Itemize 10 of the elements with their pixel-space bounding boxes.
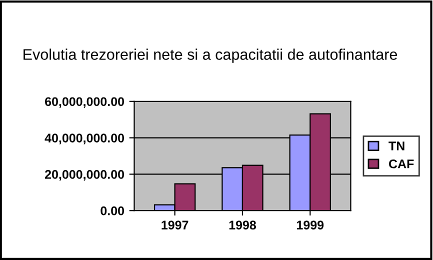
y-tick-label: 60,000,000.00 — [45, 97, 124, 108]
y-tick-label: 40,000,000.00 — [44, 134, 124, 144]
chart-title: Evolutia trezoreriei nete si a capacitatii de autofinantare — [24, 48, 398, 63]
y-tick-label: 0.00 — [100, 206, 124, 216]
legend-label: CAF — [388, 159, 414, 168]
x-tick-label: 1999 — [297, 220, 324, 230]
x-tick-label: 1997 — [162, 220, 188, 230]
legend-label: TN — [388, 142, 404, 150]
x-tick-label: 1998 — [229, 220, 256, 230]
y-tick-label: 20,000,000.00 — [45, 170, 124, 181]
